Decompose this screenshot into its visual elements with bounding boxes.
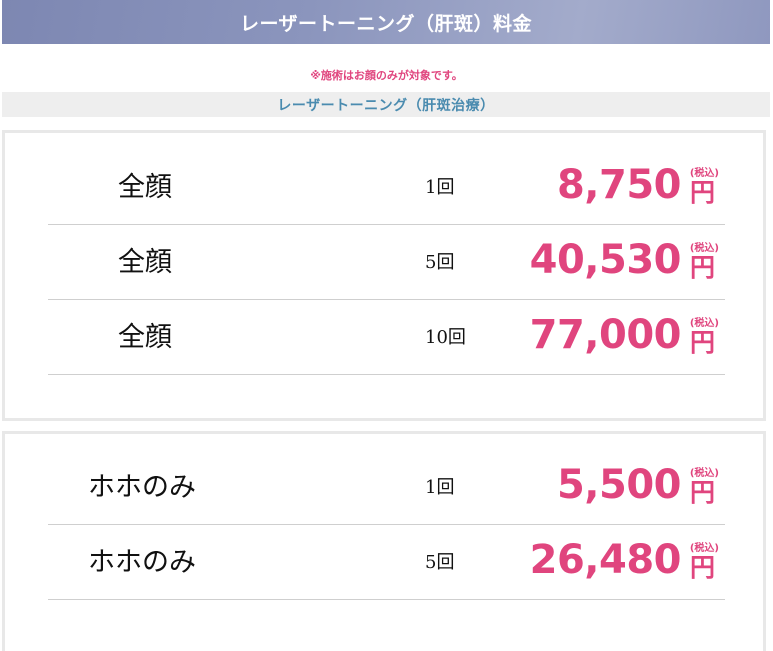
price-row: 全顔 10回 77,000 (税込) 円 bbox=[48, 300, 725, 375]
area-name: 全顔 bbox=[118, 172, 172, 203]
tax-included-label: (税込) bbox=[689, 168, 719, 179]
area-name: 全顔 bbox=[118, 322, 172, 353]
price-row: ホホのみ 1回 5,500 (税込) 円 bbox=[48, 450, 725, 525]
price-card-cheeks-only: ホホのみ 1回 5,500 (税込) 円 ホホのみ 5回 26,480 (税込)… bbox=[2, 431, 766, 651]
tax-included-label: (税込) bbox=[689, 468, 719, 479]
section-subheading-text: レーザートーニング（肝斑治療） bbox=[277, 97, 495, 114]
price-amount: 26,480 bbox=[529, 537, 682, 583]
session-count: 5回 bbox=[425, 552, 455, 573]
session-count: 10回 bbox=[425, 327, 466, 348]
area-name: ホホのみ bbox=[88, 472, 196, 503]
price-row: ホホのみ 5回 26,480 (税込) 円 bbox=[48, 525, 725, 600]
session-count: 1回 bbox=[425, 177, 455, 198]
price-row: 全顔 5回 40,530 (税込) 円 bbox=[48, 225, 725, 300]
currency-label: 円 bbox=[689, 478, 715, 507]
currency-label: 円 bbox=[689, 253, 715, 282]
price-amount: 8,750 bbox=[556, 162, 682, 208]
currency-label: 円 bbox=[689, 553, 715, 582]
page-title: レーザートーニング（肝斑）料金 bbox=[239, 12, 533, 35]
currency-label: 円 bbox=[689, 328, 715, 357]
price-amount: 77,000 bbox=[529, 312, 682, 358]
session-count: 5回 bbox=[425, 252, 455, 273]
page-header: レーザートーニング（肝斑）料金 bbox=[2, 0, 770, 44]
currency-label: 円 bbox=[689, 178, 715, 207]
price-amount: 40,530 bbox=[529, 237, 682, 283]
area-name: 全顔 bbox=[118, 247, 172, 278]
price-row: 全顔 1回 8,750 (税込) 円 bbox=[48, 150, 725, 225]
tax-included-label: (税込) bbox=[689, 243, 719, 254]
session-count: 1回 bbox=[425, 477, 455, 498]
price-card-full-face: 全顔 1回 8,750 (税込) 円 全顔 5回 40,530 (税込) 円 全… bbox=[2, 130, 766, 421]
treatment-note: ※施術はお顔のみが対象です。 bbox=[310, 69, 463, 82]
area-name: ホホのみ bbox=[88, 547, 196, 578]
section-subheading: レーザートーニング（肝斑治療） bbox=[2, 92, 770, 117]
tax-included-label: (税込) bbox=[689, 543, 719, 554]
price-amount: 5,500 bbox=[556, 462, 682, 508]
tax-included-label: (税込) bbox=[689, 318, 719, 329]
